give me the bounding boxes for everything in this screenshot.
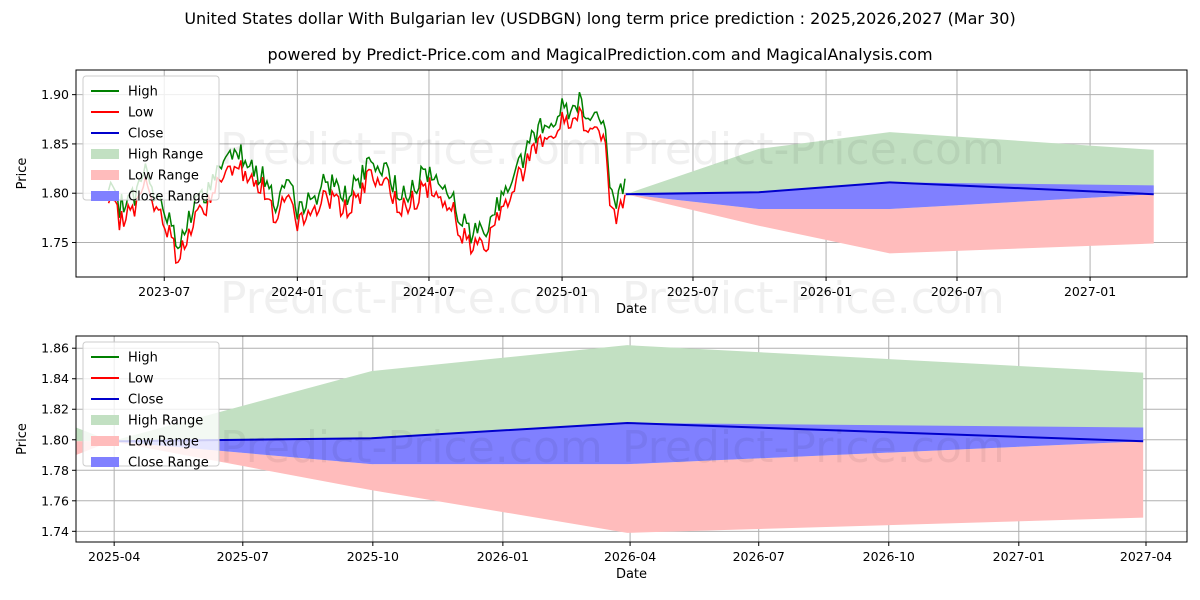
bottom-plot-area xyxy=(76,345,1144,533)
bottom-legend-label: Low Range xyxy=(128,435,199,450)
bottom-xtick-label: 2025-07 xyxy=(217,549,269,564)
top-legend-label: Close xyxy=(128,127,163,142)
top-frame xyxy=(75,69,1188,278)
top-xtick-label: 2023-07 xyxy=(138,284,190,299)
top-low-range-area xyxy=(625,194,1154,254)
top-legend-label: Low Range xyxy=(128,169,199,184)
top-low-line xyxy=(107,105,626,265)
top-legend-label: High xyxy=(128,85,158,100)
bottom-ylabel: Price xyxy=(15,423,30,455)
top-xlabel: Date xyxy=(616,302,647,317)
top-ylabel: Price xyxy=(15,158,30,190)
top-legend-label: Close Range xyxy=(128,190,209,205)
top-legend-swatch xyxy=(91,191,119,201)
top-legend-box xyxy=(82,75,220,201)
bottom-xtick-label: 2026-01 xyxy=(477,549,529,564)
top-ytick-label: 1.90 xyxy=(41,87,69,102)
bottom-ytick-label: 1.82 xyxy=(41,402,69,417)
bottom-legend-box xyxy=(82,341,220,467)
bottom-ytick-label: 1.84 xyxy=(41,371,69,386)
top-high-line xyxy=(107,91,626,250)
bottom-xtick-label: 2026-04 xyxy=(604,549,656,564)
bottom-close-line xyxy=(111,421,1144,443)
bottom-ytick-label: 1.74 xyxy=(41,524,69,539)
top-xtick-label: 2027-01 xyxy=(1064,284,1116,299)
chart-subtitle: powered by Predict-Price.com and Magical… xyxy=(267,45,933,64)
top-legend-label: High Range xyxy=(128,148,203,163)
top-xtick-label: 2025-01 xyxy=(536,284,588,299)
bottom-watermark: Predict-Price.com xyxy=(622,422,1005,473)
bottom-legend: High Low Close High Range Low Range Close Ran… xyxy=(82,341,220,471)
top-legend-label: Low xyxy=(128,106,154,121)
bottom-legend-swatch xyxy=(91,457,119,467)
bottom-xlabel: Date xyxy=(616,567,647,582)
top-xtick-label: 2025-07 xyxy=(667,284,719,299)
bottom-ytick-label: 1.78 xyxy=(41,463,69,478)
bottom-watermark: Predict-Price.com xyxy=(220,422,603,473)
bottom-ytick-label: 1.86 xyxy=(41,341,69,356)
chart-title: United States dollar With Bulgarian lev … xyxy=(184,9,1016,28)
top-ytick-label: 1.80 xyxy=(41,186,69,201)
bottom-frame xyxy=(75,335,1188,543)
bottom-legend-swatch xyxy=(91,436,119,446)
bottom-xtick-label: 2026-07 xyxy=(733,549,785,564)
top-watermark: Predict-Price.com xyxy=(622,124,1005,175)
bottom-xtick-label: 2027-01 xyxy=(993,549,1045,564)
bottom-xtick-label: 2025-04 xyxy=(88,549,140,564)
bottom-ytick-label: 1.80 xyxy=(41,432,69,447)
top-xtick-label: 2026-01 xyxy=(800,284,852,299)
top-panel: 2023-07 2024-01 2024-07 2025-01 2025-07 2026-… xyxy=(15,69,1188,324)
bottom-legend-label: Low xyxy=(128,372,154,387)
top-close-line xyxy=(625,181,1154,196)
bottom-legend-label: Close xyxy=(128,393,163,408)
bottom-close-range-area xyxy=(111,422,1144,465)
top-watermark: Predict-Price.com xyxy=(622,273,1005,324)
top-legend: High Low Close High Range Low Range Close Ran… xyxy=(82,75,220,205)
bottom-legend-label: High Range xyxy=(128,414,203,429)
bottom-legend-swatch xyxy=(91,415,119,425)
bottom-xtick-label: 2026-10 xyxy=(863,549,915,564)
top-xtick-label: 2024-07 xyxy=(403,284,455,299)
bottom-panel: 2025-04 2025-07 2025-10 2026-01 2026-04 2026-… xyxy=(15,335,1188,582)
bottom-legend-label: High xyxy=(128,351,158,366)
top-legend-swatch xyxy=(91,149,119,159)
bottom-ytick-label: 1.76 xyxy=(41,493,69,508)
top-watermark: Predict-Price.com xyxy=(220,273,603,324)
top-watermark: Predict-Price.com xyxy=(220,124,603,175)
top-ytick-label: 1.75 xyxy=(41,235,69,250)
top-ytick-label: 1.85 xyxy=(41,136,69,151)
top-xtick-label: 2024-01 xyxy=(271,284,323,299)
bottom-xtick-label: 2027-04 xyxy=(1120,549,1172,564)
top-plot-area xyxy=(107,91,1154,265)
bottom-xtick-label: 2025-10 xyxy=(347,549,399,564)
bottom-low-range-area xyxy=(76,441,1144,533)
top-legend-swatch xyxy=(91,170,119,180)
bottom-legend-label: Close Range xyxy=(128,456,209,471)
top-xtick-label: 2026-07 xyxy=(931,284,983,299)
